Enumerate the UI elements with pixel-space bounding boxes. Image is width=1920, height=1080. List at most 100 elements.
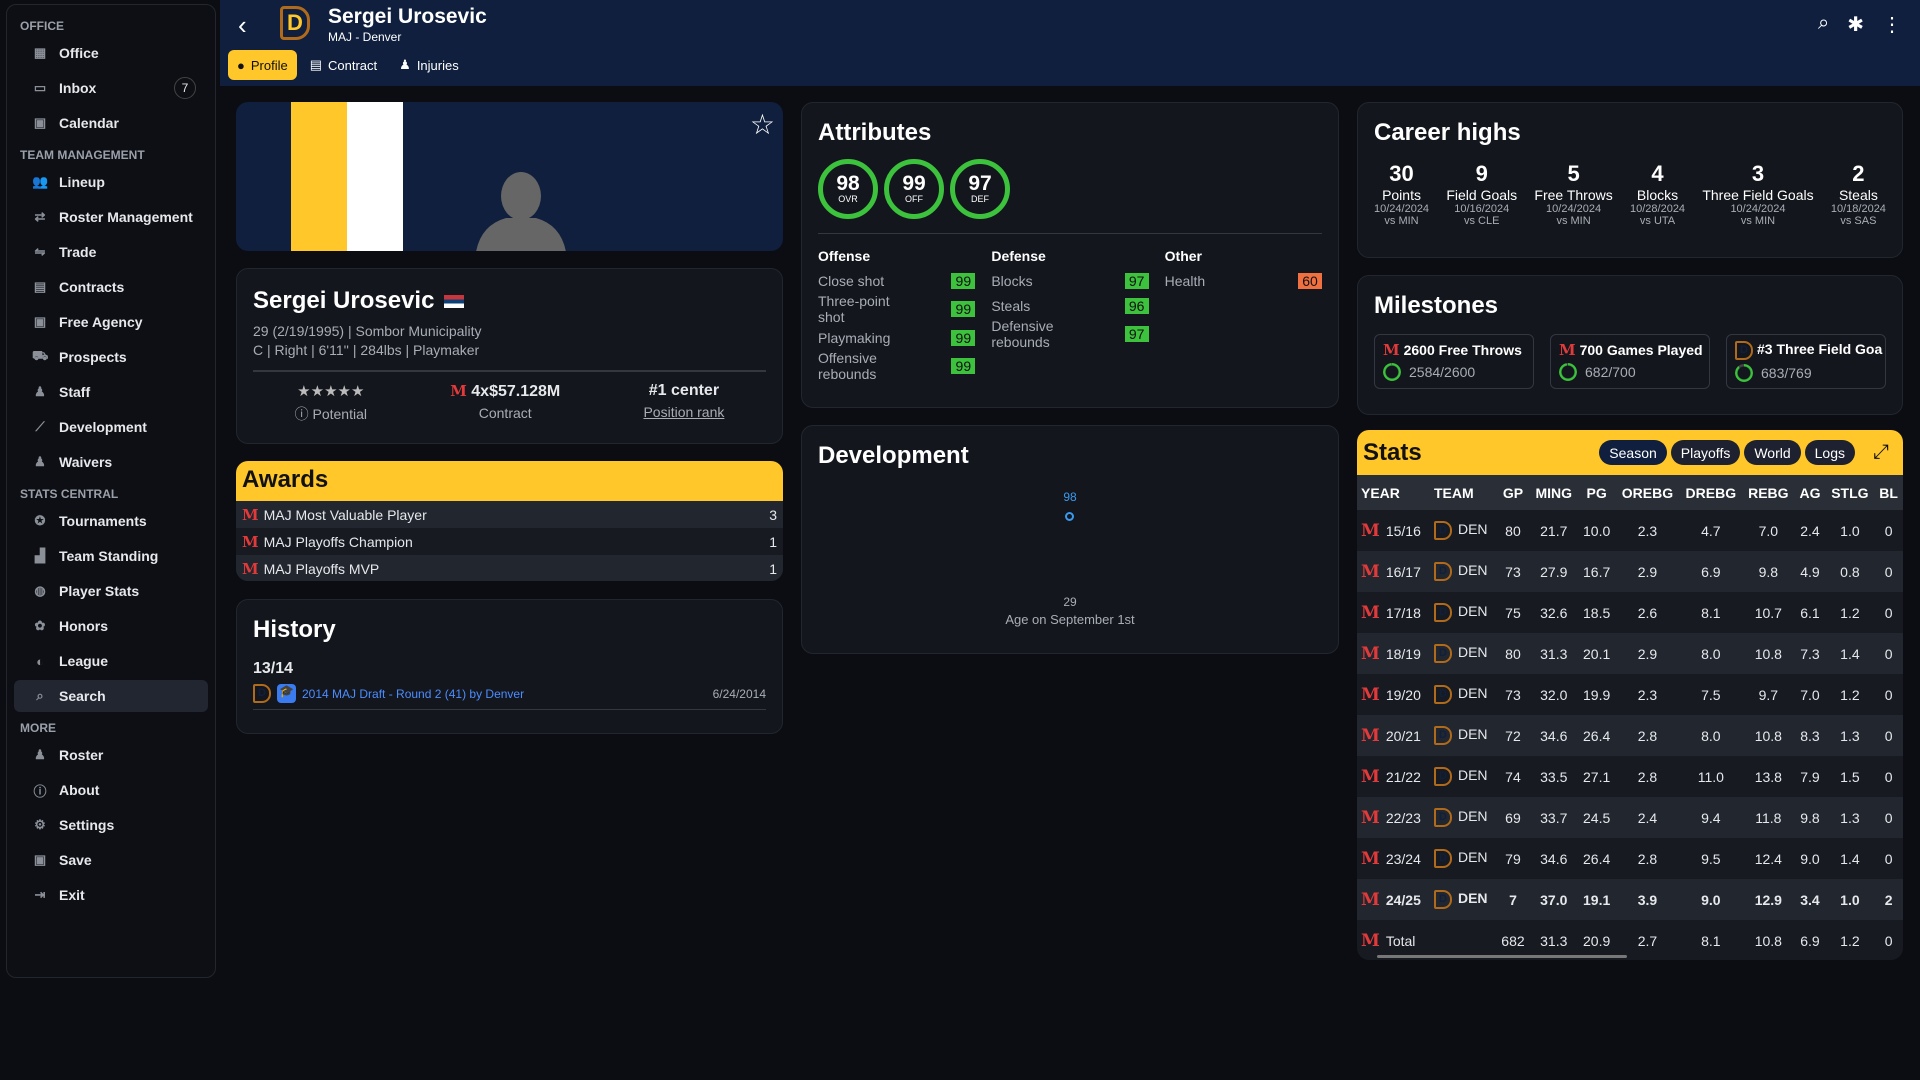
sidebar-item-player-stats[interactable]: ◍ Player Stats [14, 575, 208, 607]
podium-icon: ▟ [35, 548, 45, 563]
injury-icon: ♟ [399, 57, 411, 72]
sidebar-item-roster-management[interactable]: ⇄ Roster Management [14, 201, 208, 233]
sidebar-item-honors[interactable]: ✿ Honors [14, 610, 208, 642]
filter-logs[interactable]: Logs [1804, 440, 1855, 465]
cell-gp: 79 [1505, 850, 1521, 867]
info-icon: ⓘ [33, 783, 47, 799]
sidebar-item-roster[interactable]: ♟ Roster [14, 739, 208, 771]
x-axis-label: Age on September 1st [1005, 612, 1135, 627]
cell-bl: 0 [1884, 932, 1893, 949]
cell-year: 16/17 [1385, 563, 1421, 580]
sidebar-item-tournaments[interactable]: ✪ Tournaments [14, 505, 208, 537]
sidebar-item-development[interactable]: ⟋ Development [14, 411, 208, 443]
tab-profile[interactable]: ● Profile [228, 50, 297, 80]
sidebar-item-contracts[interactable]: ▤ Contracts [14, 271, 208, 303]
sidebar-item-staff[interactable]: ♟ Staff [14, 376, 208, 408]
award-row: M MAJ Most Valuable Player 3 [236, 501, 783, 528]
awards-card: Awards M MAJ Most Valuable Player 3 M MAJ Pl… [236, 461, 783, 581]
cell-gp: 80 [1505, 522, 1521, 539]
attribute-value: 60 [1297, 272, 1322, 289]
filter-season[interactable]: Season [1599, 440, 1667, 465]
filter-playoffs[interactable]: Playoffs [1670, 440, 1741, 465]
development-card: Development 98 29 Age on September 1st [801, 425, 1339, 654]
milestone-item: M 2600 Free Throws 2584/2600 [1374, 334, 1534, 389]
tab-injuries[interactable]: ♟ Injuries [399, 57, 459, 73]
x-tick-label: 29 [1063, 595, 1077, 609]
search-icon[interactable]: ⌕ [1818, 12, 1830, 34]
cell-orebg: 2.4 [1637, 809, 1658, 826]
league-logo: M [1361, 520, 1380, 541]
cell-drebg: 6.9 [1701, 563, 1721, 580]
sidebar-item-office[interactable]: ▦ Office [14, 37, 208, 69]
attribute-row: Playmaking 99 [818, 325, 976, 350]
sidebar-item-settings[interactable]: ⚙ Settings [14, 809, 208, 841]
column-header[interactable]: OREBG [1615, 475, 1680, 510]
help-icon[interactable]: ⓘ [294, 406, 309, 422]
stats-card: Stats Season Playoffs World Logs ⤢ YEAR TEAM… [1357, 430, 1903, 960]
sidebar-item-waivers[interactable]: ♟ Waivers [14, 446, 208, 478]
cell-drebg: 9.5 [1701, 850, 1721, 867]
sidebar-item-about[interactable]: ⓘ About [14, 774, 208, 806]
sidebar-item-prospects[interactable]: ⛟ Prospects [14, 341, 208, 373]
page-subtitle: MAJ - Denver [328, 30, 402, 44]
cell-stlg: 1.4 [1840, 850, 1860, 867]
column-header[interactable]: STLG [1825, 475, 1875, 510]
bug-icon[interactable]: ✱ [1847, 14, 1864, 36]
cell-team: DEN [1457, 726, 1488, 743]
draft-link[interactable]: 2014 MAJ Draft - Round 2 (41) by Denver [302, 686, 525, 701]
cell-ming: 21.7 [1540, 522, 1568, 539]
cell-drebg: 8.1 [1701, 604, 1721, 621]
history-card: History 13/14 D 🎓 2014 MAJ Draft - Round… [236, 599, 783, 734]
sidebar-item-exit[interactable]: ⇥ Exit [14, 879, 208, 911]
table-row: M 24/25 D DEN 7 37.0 19.1 3.9 9.0 12.9 3.4 1.0 2 [1357, 879, 1903, 920]
cell-pg: 10.0 [1583, 522, 1611, 539]
career-high-item: 30 Points 10/24/2024 vs MIN [1374, 161, 1430, 227]
cell-pg: 24.5 [1583, 809, 1611, 826]
table-row: M 17/18 D DEN 75 32.6 18.5 2.6 8.1 10.7 6.1 1.2 0 [1357, 592, 1903, 633]
column-header[interactable]: REBG [1742, 475, 1795, 510]
filter-world[interactable]: World [1744, 440, 1801, 465]
position-rank-link[interactable]: Position rank [643, 404, 725, 420]
sidebar-section-title: TEAM MANAGEMENT [20, 148, 145, 162]
column-header[interactable]: YEAR [1357, 475, 1430, 510]
column-header[interactable]: DREBG [1679, 475, 1743, 510]
tab-contract[interactable]: ▤ Contract [309, 57, 378, 73]
attribute-row: Steals 96 [991, 293, 1149, 318]
sidebar-item-inbox[interactable]: ▭ Inbox 7 [14, 72, 208, 104]
table-row: M 22/23 D DEN 69 33.7 24.5 2.4 9.4 11.8 9.8 1.3 0 [1357, 797, 1903, 838]
cell-year: Total [1385, 932, 1416, 949]
expand-icon[interactable]: ⤢ [1873, 441, 1889, 463]
league-logo: M [1559, 341, 1576, 359]
cell-rebg: 13.8 [1754, 768, 1782, 785]
cell-bl: 0 [1884, 809, 1893, 826]
sidebar-item-free-agency[interactable]: ▣ Free Agency [14, 306, 208, 338]
column-header[interactable]: GP [1496, 475, 1530, 510]
sidebar-item-calendar[interactable]: ▣ Calendar [14, 107, 208, 139]
column-header[interactable]: PG [1577, 475, 1616, 510]
sidebar-item-search[interactable]: ⌕ Search [14, 680, 208, 712]
sidebar-item-team-standing[interactable]: ▟ Team Standing [14, 540, 208, 572]
cell-drebg: 7.5 [1701, 686, 1721, 703]
column-header[interactable]: AG [1794, 475, 1826, 510]
career-high-item: 5 Free Throws 10/24/2024 vs MIN [1534, 161, 1613, 227]
column-header[interactable]: BL [1874, 475, 1903, 510]
team-logo: D [1433, 726, 1452, 745]
cell-rebg: 12.9 [1754, 891, 1782, 908]
cell-team: DEN [1457, 603, 1488, 620]
horizontal-scrollbar[interactable] [1377, 955, 1627, 958]
sidebar-item-league[interactable]: ◐ League [14, 645, 208, 677]
sidebar-item-trade[interactable]: ⇋ Trade [14, 236, 208, 268]
cell-team: DEN [1457, 521, 1488, 538]
favorite-star-icon[interactable]: ☆ [749, 109, 775, 140]
column-header[interactable]: TEAM [1429, 475, 1497, 510]
league-logo: M [242, 559, 259, 578]
more-vertical-icon[interactable]: ⋮ [1882, 14, 1902, 36]
sidebar-item-lineup[interactable]: 👥 Lineup [14, 166, 208, 198]
sidebar-item-save[interactable]: ▣ Save [14, 844, 208, 876]
back-arrow-icon[interactable]: ‹ [238, 10, 247, 40]
team-logo: D [1433, 849, 1452, 868]
sidebar-section-title: OFFICE [20, 19, 64, 33]
table-row: M 16/17 D DEN 73 27.9 16.7 2.9 6.9 9.8 4.9 0.8 0 [1357, 551, 1903, 592]
column-header[interactable]: MING [1529, 475, 1578, 510]
cell-pg: 26.4 [1583, 850, 1611, 867]
